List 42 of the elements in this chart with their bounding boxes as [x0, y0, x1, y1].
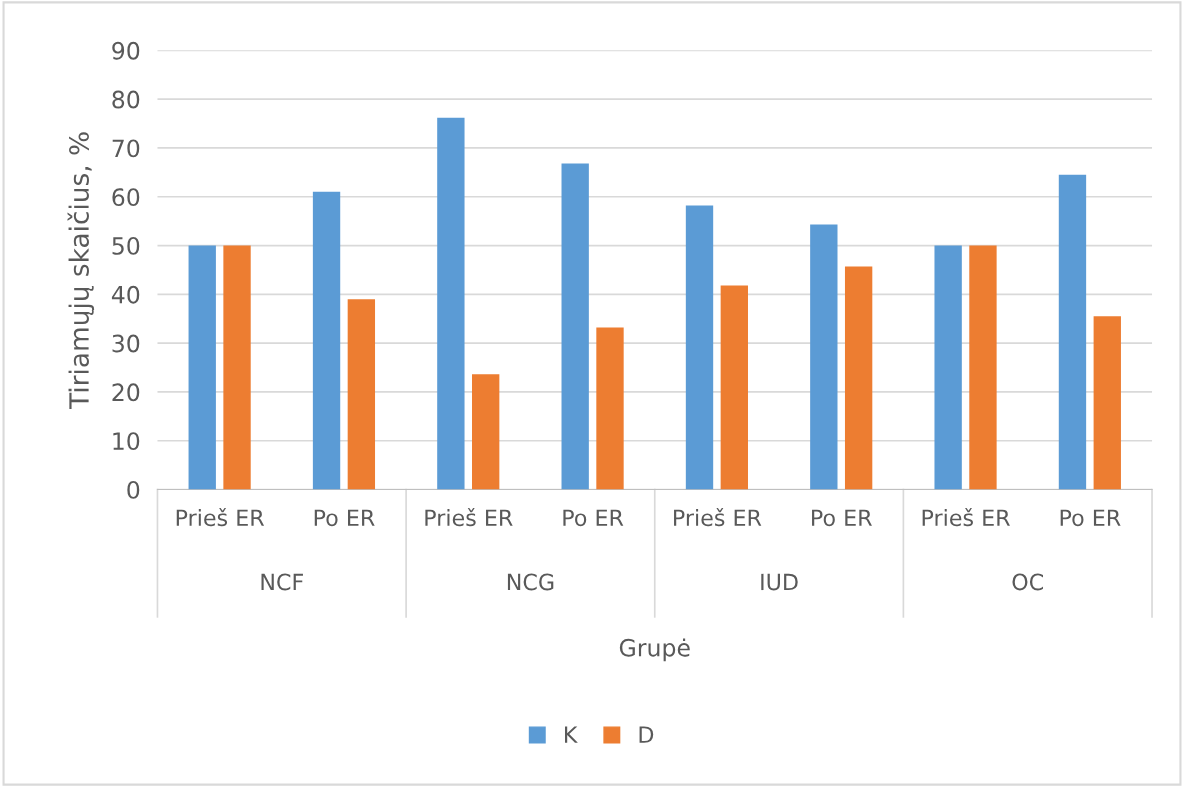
bar: [561, 163, 589, 490]
x-tick-label: Prieš ER: [922, 508, 1010, 527]
y-tick-label: 20: [112, 383, 140, 402]
text: NCF: [261, 573, 303, 591]
x-tick-label: Po ER: [1060, 509, 1121, 527]
y-tick-label: 80: [112, 90, 140, 109]
bar: [347, 299, 376, 490]
bar: [934, 245, 962, 490]
y-tick-label: 60: [112, 188, 140, 207]
x-tick-label: Po ER: [314, 509, 375, 527]
y-tick-label: 10: [113, 432, 140, 451]
bar: [1058, 174, 1087, 490]
bar: [437, 117, 465, 490]
bar: [685, 205, 714, 490]
y-tick-label: 50: [112, 236, 140, 255]
legend-label: K: [565, 726, 578, 743]
text: IUD: [761, 573, 798, 591]
bar: [844, 266, 873, 490]
x-tick-label: Po ER: [563, 509, 624, 527]
bar: [188, 245, 216, 490]
y-tick-label: 30: [112, 334, 140, 353]
y-tick-label: 90: [112, 41, 140, 60]
legend-label: D: [639, 726, 654, 743]
bar: [810, 224, 838, 490]
bar: [223, 245, 251, 490]
y-axis-title: Tiriamųjų skaičius, %: [67, 132, 95, 410]
bar: [312, 191, 341, 490]
text: OC: [1012, 573, 1044, 591]
bar: [472, 374, 500, 490]
y-tick-label: 40: [111, 285, 140, 304]
x-tick-label: Prieš ER: [425, 508, 513, 527]
y-tick-label: 0: [127, 480, 140, 499]
x-tick-label: Po ER: [812, 509, 872, 527]
bar: [720, 285, 748, 490]
x-axis-title: Grupė: [619, 638, 690, 662]
bar: [596, 327, 624, 490]
text: NCG: [507, 573, 554, 591]
x-tick-label: Prieš ER: [674, 508, 762, 527]
bar: [969, 245, 997, 490]
y-tick-label: 70: [112, 139, 140, 158]
x-tick-label: Prieš ER: [176, 508, 265, 527]
bar: [1093, 316, 1121, 490]
